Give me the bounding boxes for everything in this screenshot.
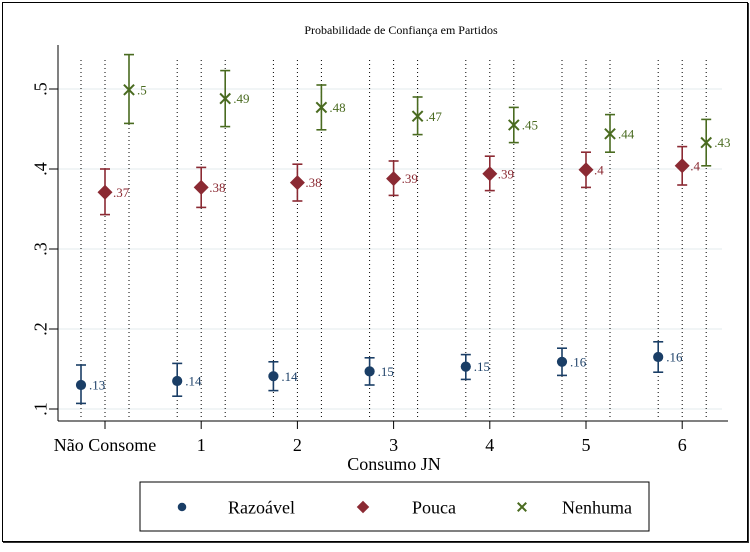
marker-x [604,127,616,140]
x-tick-label: 3 [389,435,398,455]
marker-diamond [289,175,305,191]
x-tick-label: 2 [293,435,302,455]
legend-label: Pouca [412,497,456,517]
data-label: .45 [522,118,538,133]
figure-caption-cutoff [0,543,750,552]
data-label: .44 [618,126,635,141]
marker-diamond [578,162,594,178]
data-label: .14 [281,369,298,384]
marker-diamond [97,184,113,200]
y-tick-label: .3 [30,242,50,256]
marker-circle [177,502,187,512]
marker-x [123,83,135,96]
marker-circle [556,356,568,367]
marker-diamond [386,171,402,187]
marker-x [411,110,424,123]
x-axis-label: Consumo JN [347,454,441,474]
y-tick-label: .5 [30,82,50,96]
series-razovel: .13 .14 .14 .15 .15 .16 .16 [75,340,683,405]
x-tick-label: 5 [582,435,591,455]
marker-x [507,119,520,131]
chart-title: Probabilidade de Confiança em Partidos [304,23,498,37]
data-label: .47 [426,109,443,124]
data-label: .14 [185,374,202,389]
x-tick-label: 1 [197,435,206,455]
data-label: .38 [305,175,321,190]
marker-circle [172,375,183,387]
legend-label: Nenhuma [562,497,632,517]
y-axis-ticks: .1 .2 .3 .4 .5 [30,82,58,416]
y-tick-label: .2 [30,322,50,336]
x-tick-label: 6 [678,435,687,455]
grid-lines [58,88,722,410]
data-label: .15 [474,359,490,374]
data-label: .13 [89,378,105,393]
data-label: .39 [402,171,418,186]
data-label: .5 [137,82,147,97]
data-label: .43 [714,135,730,150]
marker-circle [75,379,87,391]
legend-box [139,481,650,532]
data-label: .4 [690,158,700,173]
x-axis-ticks: Não Consome 1 2 3 4 5 6 [54,421,687,455]
series-nenhuma: .5 .49 .48 .47 .45 .44 .43 [123,53,730,167]
data-label: .16 [666,350,683,365]
y-tick-label: .1 [30,402,50,416]
x-tick-label: 4 [485,435,494,455]
marker-diamond [674,158,690,174]
marker-x [517,502,527,512]
axes [57,45,728,422]
x-tick-label: Não Consome [54,435,157,455]
data-label: .49 [233,91,249,106]
marker-circle [653,351,664,363]
marker-x [315,101,328,114]
marker-diamond [356,500,370,514]
marker-x [700,136,713,149]
data-label: .38 [209,180,225,195]
data-label: .48 [329,100,345,115]
data-label: .37 [113,185,130,200]
legend: Razoável Pouca Nenhuma [139,481,650,532]
data-label: .39 [498,166,514,181]
marker-diamond [193,179,209,195]
data-label: .15 [378,364,394,379]
data-label: .4 [594,162,604,177]
data-marks: .13 .14 .14 .15 .15 .16 .16 .37 .38 .38 .39 .39 .4 .4… [75,53,730,405]
series-pouca: .37 .38 .38 .39 .39 .4 .4 [97,145,700,216]
marker-circle [268,371,279,382]
data-label: .16 [570,354,587,369]
legend-label: Razoável [228,497,295,517]
marker-circle [364,366,375,377]
marker-x [219,92,232,105]
marker-circle [460,361,471,372]
marker-diamond [482,166,498,182]
y-tick-label: .4 [30,162,50,176]
